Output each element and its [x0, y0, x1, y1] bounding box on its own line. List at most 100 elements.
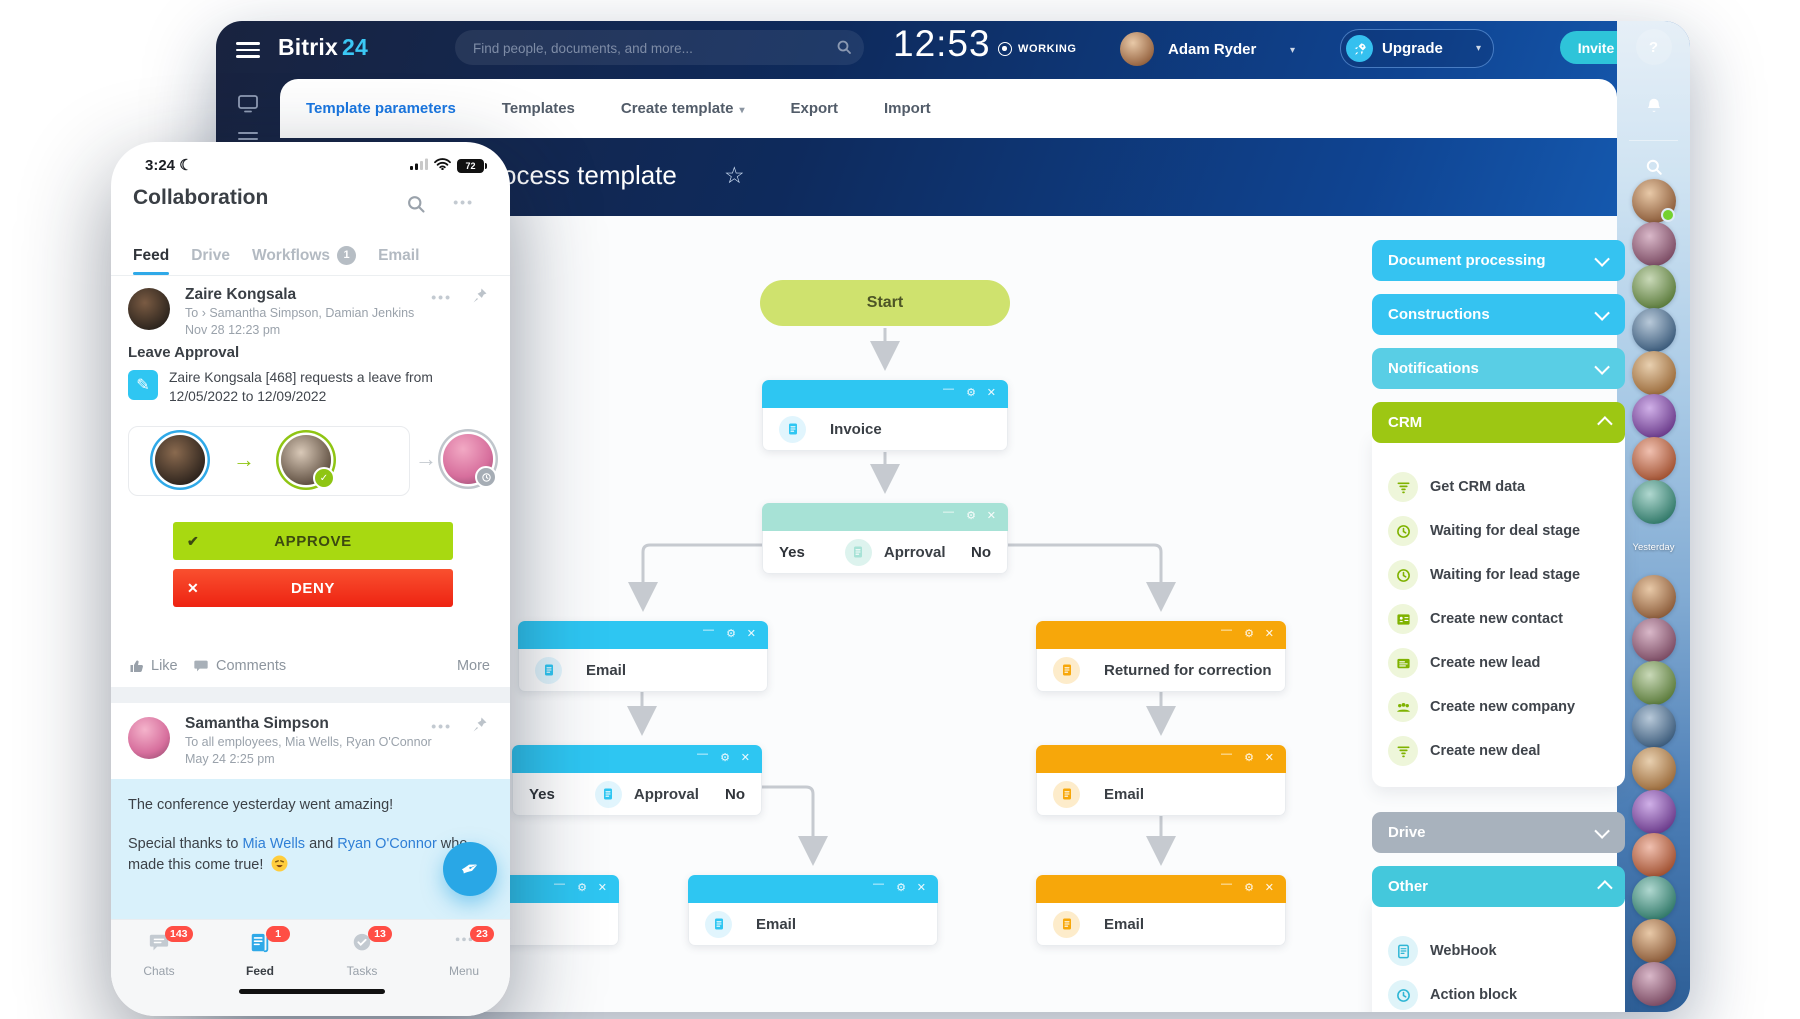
phone-tab-workflows[interactable]: Workflows 1	[252, 236, 357, 275]
global-search-input[interactable]	[471, 30, 815, 67]
minimize-icon[interactable]: —	[1221, 748, 1232, 760]
post-menu-icon[interactable]: •••	[431, 289, 452, 305]
rail-contact-avatar[interactable]	[1631, 790, 1676, 834]
settings-gear-icon[interactable]: ⚙	[1244, 628, 1254, 640]
approve-button[interactable]: ✔ APPROVE	[173, 522, 453, 560]
minimize-icon[interactable]: —	[873, 878, 884, 890]
phone-nav-chats[interactable]: Chats 143	[119, 926, 199, 978]
deny-button[interactable]: ✕ DENY	[173, 569, 453, 607]
branch-no-label[interactable]: No	[971, 543, 991, 561]
post-author-name[interactable]: Samantha Simpson	[185, 715, 329, 732]
workflow-node-email2[interactable]: — ⚙ ✕ Email	[688, 875, 938, 946]
minimize-icon[interactable]: —	[703, 624, 714, 636]
workflow-node-email1[interactable]: — ⚙ ✕ Email	[518, 621, 768, 692]
action-item-create-new-contact[interactable]: Create new contact	[1372, 597, 1625, 641]
phone-nav-feed[interactable]: Feed 1	[220, 926, 300, 978]
hamburger-menu-icon[interactable]	[236, 38, 260, 60]
rail-contact-avatar[interactable]	[1631, 394, 1676, 438]
settings-gear-icon[interactable]: ⚙	[720, 752, 730, 764]
minimize-icon[interactable]: —	[943, 506, 954, 518]
panel-group-constructions[interactable]: Constructions	[1372, 294, 1625, 335]
rail-contact-avatar[interactable]	[1631, 661, 1676, 705]
action-item-get-crm-data[interactable]: Get CRM data	[1372, 465, 1625, 509]
nav-tab-templates[interactable]: Templates	[501, 100, 575, 117]
workflow-node-approval1[interactable]: — ⚙ ✕ Yes Aprroval No	[762, 503, 1008, 574]
action-item-create-new-deal[interactable]: Create new deal	[1372, 729, 1625, 773]
close-icon[interactable]: ✕	[1264, 628, 1274, 640]
settings-gear-icon[interactable]: ⚙	[966, 387, 976, 399]
user-name[interactable]: Adam Ryder	[1168, 41, 1257, 58]
minimize-icon[interactable]: —	[943, 383, 954, 395]
minimize-icon[interactable]: —	[1221, 878, 1232, 890]
post-author-avatar[interactable]	[128, 717, 170, 759]
rail-contact-avatar[interactable]	[1631, 308, 1676, 352]
workflow-node-email3[interactable]: — ⚙ ✕ Email	[1036, 745, 1286, 816]
branch-yes-label[interactable]: Yes	[779, 543, 805, 561]
nav-tab-import[interactable]: Import	[883, 100, 931, 117]
close-icon[interactable]: ✕	[1264, 882, 1274, 894]
pin-icon[interactable]	[472, 716, 488, 737]
nav-tab-export[interactable]: Export	[790, 100, 838, 117]
settings-gear-icon[interactable]: ⚙	[966, 510, 976, 522]
requester-avatar[interactable]	[155, 435, 205, 485]
phone-tab-email[interactable]: Email	[378, 247, 420, 264]
notifications-bell-icon[interactable]	[1636, 88, 1672, 124]
user-menu-caret-icon[interactable]: ▾	[1290, 45, 1296, 56]
approver-avatar[interactable]: ✓	[281, 435, 335, 489]
workflow-node-email4[interactable]: — ⚙ ✕ Email	[1036, 875, 1286, 946]
panel-group-crm[interactable]: CRM	[1372, 402, 1625, 443]
pending-approver-avatar[interactable]	[443, 434, 497, 488]
post-author-name[interactable]: Zaire Kongsala	[185, 286, 297, 303]
close-icon[interactable]: ✕	[740, 752, 750, 764]
help-button[interactable]: ?	[1635, 29, 1672, 65]
comments-button[interactable]: Comments	[193, 658, 286, 674]
phone-nav-tasks[interactable]: Tasks 13	[322, 926, 402, 978]
settings-gear-icon[interactable]: ⚙	[896, 882, 906, 894]
action-item-create-new-lead[interactable]: Create new lead	[1372, 641, 1625, 685]
compose-fab-button[interactable]: ✒	[443, 842, 497, 896]
nav-tab-template-parameters[interactable]: Template parameters	[306, 100, 456, 117]
settings-gear-icon[interactable]: ⚙	[726, 628, 736, 640]
rail-contact-avatar[interactable]	[1631, 962, 1676, 1006]
close-icon[interactable]: ✕	[986, 387, 996, 399]
home-indicator[interactable]	[239, 989, 385, 994]
rail-contact-avatar[interactable]	[1631, 222, 1676, 266]
phone-nav-menu[interactable]: Menu 23	[424, 926, 504, 978]
settings-gear-icon[interactable]: ⚙	[577, 882, 587, 894]
bitrix-logo[interactable]: Bitrix 24	[278, 34, 368, 60]
minimize-icon[interactable]: —	[554, 878, 565, 890]
minimize-icon[interactable]: —	[697, 748, 708, 760]
mention-link[interactable]: Ryan O'Connor	[337, 836, 437, 852]
rail-contact-avatar[interactable]	[1631, 437, 1676, 481]
panel-group-document-processing[interactable]: Document processing	[1372, 240, 1625, 281]
workflow-node-start[interactable]: Start	[760, 280, 1010, 326]
rail-contact-avatar[interactable]	[1631, 575, 1676, 619]
workflow-node-invoice[interactable]: — ⚙ ✕ Invoice	[762, 380, 1008, 451]
rail-contact-avatar[interactable]	[1631, 876, 1676, 920]
post-author-avatar[interactable]	[128, 288, 170, 330]
minimize-icon[interactable]: —	[1221, 624, 1232, 636]
action-item-waiting-for-lead-stage[interactable]: Waiting for lead stage	[1372, 553, 1625, 597]
global-search[interactable]	[455, 30, 864, 67]
favorite-star-icon[interactable]: ☆	[724, 162, 745, 188]
upgrade-caret-icon[interactable]: ▾	[1475, 43, 1481, 54]
like-button[interactable]: Like	[128, 658, 178, 674]
rail-contact-avatar[interactable]	[1631, 833, 1676, 877]
upgrade-button[interactable]: Upgrade ▾	[1340, 29, 1494, 68]
phone-search-icon[interactable]	[406, 194, 426, 219]
rail-contact-avatar[interactable]	[1631, 351, 1676, 395]
branch-yes-label[interactable]: Yes	[529, 785, 555, 803]
panel-group-other[interactable]: Other	[1372, 866, 1625, 907]
work-clock[interactable]: 12:53	[893, 23, 991, 64]
action-item-create-new-company[interactable]: Create new company	[1372, 685, 1625, 729]
rail-contact-avatar[interactable]	[1631, 480, 1676, 524]
workflow-node-returned[interactable]: — ⚙ ✕ Returned for correction	[1036, 621, 1286, 692]
rail-contact-avatar[interactable]	[1631, 704, 1676, 748]
pin-icon[interactable]	[472, 287, 488, 308]
rail-contact-avatar[interactable]	[1631, 747, 1676, 791]
action-item-waiting-for-deal-stage[interactable]: Waiting for deal stage	[1372, 509, 1625, 553]
settings-gear-icon[interactable]: ⚙	[1244, 882, 1254, 894]
action-item-webhook[interactable]: WebHook	[1372, 929, 1625, 973]
rail-contact-avatar[interactable]	[1631, 919, 1676, 963]
desktop-app-icon[interactable]	[238, 95, 258, 118]
